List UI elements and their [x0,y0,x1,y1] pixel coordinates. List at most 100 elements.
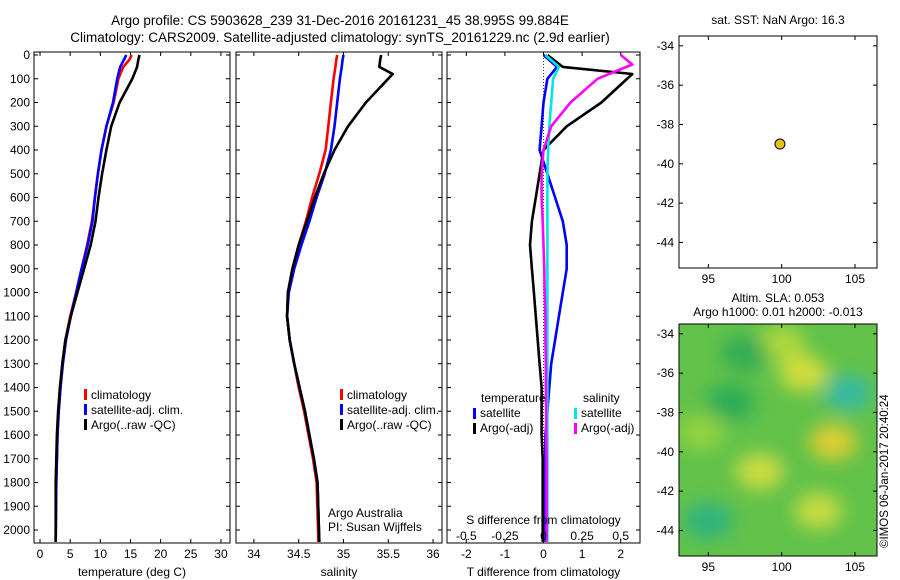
legend-label: Argo(-adj) [581,421,634,435]
x-tick-label: 10 [94,547,108,561]
legend-swatch [84,419,87,430]
legend-swatch [473,423,476,434]
x-tick-label: -1 [500,547,511,561]
y-tick-label: -42 [657,484,675,498]
x-tick-label: 15 [124,547,138,561]
x-tick-label: 20 [154,547,168,561]
y-tick-label: 300 [10,119,30,133]
y-tick-label: 1700 [3,452,30,466]
temperature-panel: 0100200300400500600700800900100011001200… [3,48,231,579]
legend-label: Argo(..raw -QC) [91,418,176,432]
y-tick-label: 900 [10,262,30,276]
salinity-xlabel: salinity [321,565,358,579]
s-tick-label: 0 [540,529,547,543]
heatmap-cell [706,384,755,421]
x-tick-label: 2 [617,547,624,561]
heatmap-blobs [679,325,872,539]
heatmap-field [679,324,877,556]
y-tick-label: 1600 [3,428,30,442]
y-tick-label: 1500 [3,404,30,418]
legend-label: satellite [480,406,521,420]
legend-label: satellite [581,406,622,420]
x-tick-label: 100 [772,560,792,574]
plot-title-line1: Argo profile: CS 5903628_239 31-Dec-2016… [111,13,569,28]
salinity-panel: 34 34.5 35 35.5 36 salinity climatologysatelli… [235,51,443,579]
y-tick-label: -36 [657,78,675,92]
x-tick-label: 36 [426,547,440,561]
heatmap-cell [684,502,733,539]
s-diff-label: S difference from climatology [466,513,621,527]
annotation-text: PI: Susan Wijffels [328,520,422,534]
y-tick-label: 0 [23,48,30,62]
heatmap-cell [779,355,828,392]
y-tick-label: -44 [657,523,675,537]
x-tick-label: 95 [702,272,716,286]
y-tick-label: 1200 [3,333,30,347]
y-tick-label: -40 [657,445,675,459]
x-tick-label: 95 [702,560,716,574]
y-tick-label: -38 [657,117,675,131]
x-tick-label: 5 [67,547,74,561]
sla-map-title-line1: Altim. SLA: 0.053 [732,291,825,305]
x-tick-label: -2 [461,547,472,561]
y-tick-label: 1400 [3,381,30,395]
heatmap-cell [735,453,784,490]
y-tick-label: 1300 [3,357,30,371]
annotation-text: Argo Australia [328,506,403,520]
s-tick-label: -0.25 [491,529,519,543]
x-tick-label: 105 [845,560,865,574]
s-tick-label: -0.5 [456,529,477,543]
legend-label: Argo(..raw -QC) [347,418,432,432]
series-line-argo-raw-qc- [54,54,141,542]
temperature-xlabel: temperature (deg C) [78,565,186,579]
heatmap-cell [757,325,806,362]
legend-swatch [574,408,577,419]
legend-label: climatology [91,388,151,402]
s-tick-label: 0.5 [612,529,629,543]
heatmap-cell [809,423,857,460]
legend-swatch [84,389,87,400]
legend-swatch [574,423,577,434]
x-tick-label: 35 [337,547,351,561]
legend-swatch [340,389,343,400]
sla-map-title-line2: Argo h1000: 0.01 h2000: -0.013 [693,305,863,319]
y-tick-label: 1100 [4,309,30,323]
y-tick-label: -34 [657,39,675,53]
y-tick-label: -38 [657,405,675,419]
salinity-axes-frame [235,51,443,544]
x-tick-label: 34.5 [287,547,311,561]
imos-timestamp: ©IMOS 06-Jan-2017 20:40:24 [879,394,891,548]
legend-swatch [473,408,476,419]
x-tick-label: 35.5 [377,547,401,561]
y-tick-label: 500 [10,167,30,181]
x-tick-label: 30 [214,547,228,561]
series-line-s-argo-adj- [540,53,634,542]
y-tick-label: 200 [10,96,30,110]
x-tick-label: 34 [247,547,261,561]
x-tick-label: 105 [845,272,865,286]
plot-title-line2: Climatology: CARS2009. Satellite-adjuste… [70,30,610,45]
heatmap-cell [679,414,725,451]
sst_map-frame [678,35,878,269]
sla_map-frame [678,323,878,557]
y-tick-label: -34 [657,327,675,341]
differences-xlabel: T difference from climatology [467,565,621,579]
legend-swatch [84,404,87,415]
legend-label: Argo(-adj) [480,421,533,435]
legend-header-salinity: salinity [583,391,620,405]
legend-label: climatology [347,388,407,402]
legend-label: satellite-adj. clim. [347,403,439,417]
y-tick-label: 800 [10,238,30,252]
heatmap-cell [794,492,843,529]
y-tick-label: 400 [10,143,30,157]
heatmap-cell [721,335,769,372]
y-tick-label: 2000 [3,523,30,537]
legend-swatch [340,404,343,415]
x-tick-label: 100 [772,272,792,286]
sla_map-panel: -34 -36 -38 -40 -42 -44 95 100 105 [657,323,878,574]
y-tick-label: 1000 [3,286,30,300]
x-tick-label: 25 [184,547,198,561]
legend-header-temperature: temperature [481,391,546,405]
x-tick-label: 1 [579,547,586,561]
